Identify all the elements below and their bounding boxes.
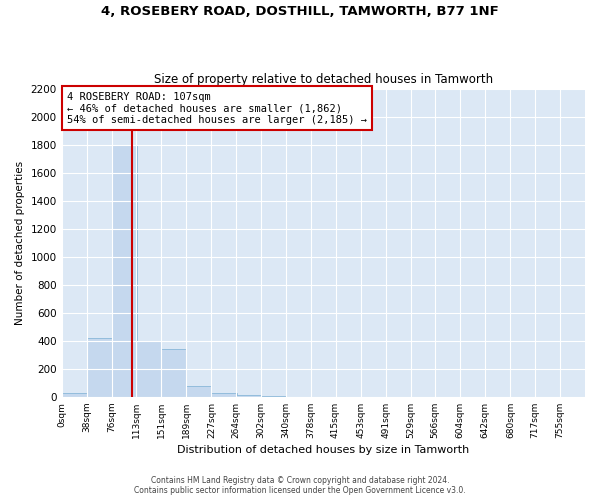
- Text: Contains HM Land Registry data © Crown copyright and database right 2024.
Contai: Contains HM Land Registry data © Crown c…: [134, 476, 466, 495]
- Bar: [236, 394, 261, 397]
- Text: 4 ROSEBERY ROAD: 107sqm
← 46% of detached houses are smaller (1,862)
54% of semi: 4 ROSEBERY ROAD: 107sqm ← 46% of detache…: [67, 92, 367, 125]
- X-axis label: Distribution of detached houses by size in Tamworth: Distribution of detached houses by size …: [177, 445, 469, 455]
- Bar: [161, 349, 187, 397]
- Text: 4, ROSEBERY ROAD, DOSTHILL, TAMWORTH, B77 1NF: 4, ROSEBERY ROAD, DOSTHILL, TAMWORTH, B7…: [101, 5, 499, 18]
- Bar: [261, 396, 286, 397]
- Title: Size of property relative to detached houses in Tamworth: Size of property relative to detached ho…: [154, 73, 493, 86]
- Bar: [136, 341, 161, 397]
- Bar: [62, 392, 87, 397]
- Bar: [211, 394, 236, 397]
- Bar: [112, 144, 137, 397]
- Y-axis label: Number of detached properties: Number of detached properties: [15, 160, 25, 325]
- Bar: [87, 338, 112, 397]
- Bar: [187, 386, 211, 397]
